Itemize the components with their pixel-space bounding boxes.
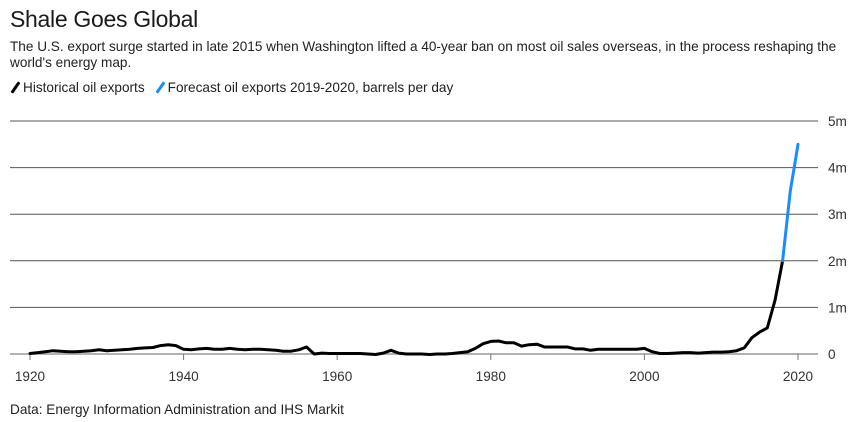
x-tick-label: 2000 <box>629 369 660 384</box>
y-tick-label: 0 <box>828 347 836 362</box>
legend-item-forecast: Forecast oil exports 2019-2020, barrels … <box>155 80 454 95</box>
legend-label-forecast: Forecast oil exports 2019-2020, barrels … <box>167 80 454 95</box>
chart-title: Shale Goes Global <box>10 6 198 32</box>
y-tick-label: 3m <box>828 207 847 222</box>
y-tick-label: 1m <box>828 300 847 315</box>
x-tick-label: 1960 <box>322 369 353 384</box>
chart-subtitle: The U.S. export surge started in late 20… <box>10 39 837 70</box>
x-tick-label: 1940 <box>168 369 199 384</box>
x-tick-label: 1920 <box>15 369 46 384</box>
x-tick-label: 2020 <box>783 369 814 384</box>
y-tick-label: 5m <box>828 114 847 129</box>
y-tick-label: 4m <box>828 161 847 176</box>
y-tick-label: 2m <box>828 254 847 269</box>
legend-item-historical: Historical oil exports <box>10 80 145 95</box>
legend: Historical oil exports Forecast oil expo… <box>10 80 463 95</box>
chart-plot: 0 1m 2m 3m 4m 5m 1920 1940 1960 1980 2000 2020 <box>10 114 847 384</box>
x-tick-label: 1980 <box>476 369 507 384</box>
series-line-historical <box>28 259 785 356</box>
source-note: Data: Energy Information Administration … <box>10 402 344 417</box>
legend-label-historical: Historical oil exports <box>23 80 145 95</box>
series-line-forecast <box>781 142 800 263</box>
